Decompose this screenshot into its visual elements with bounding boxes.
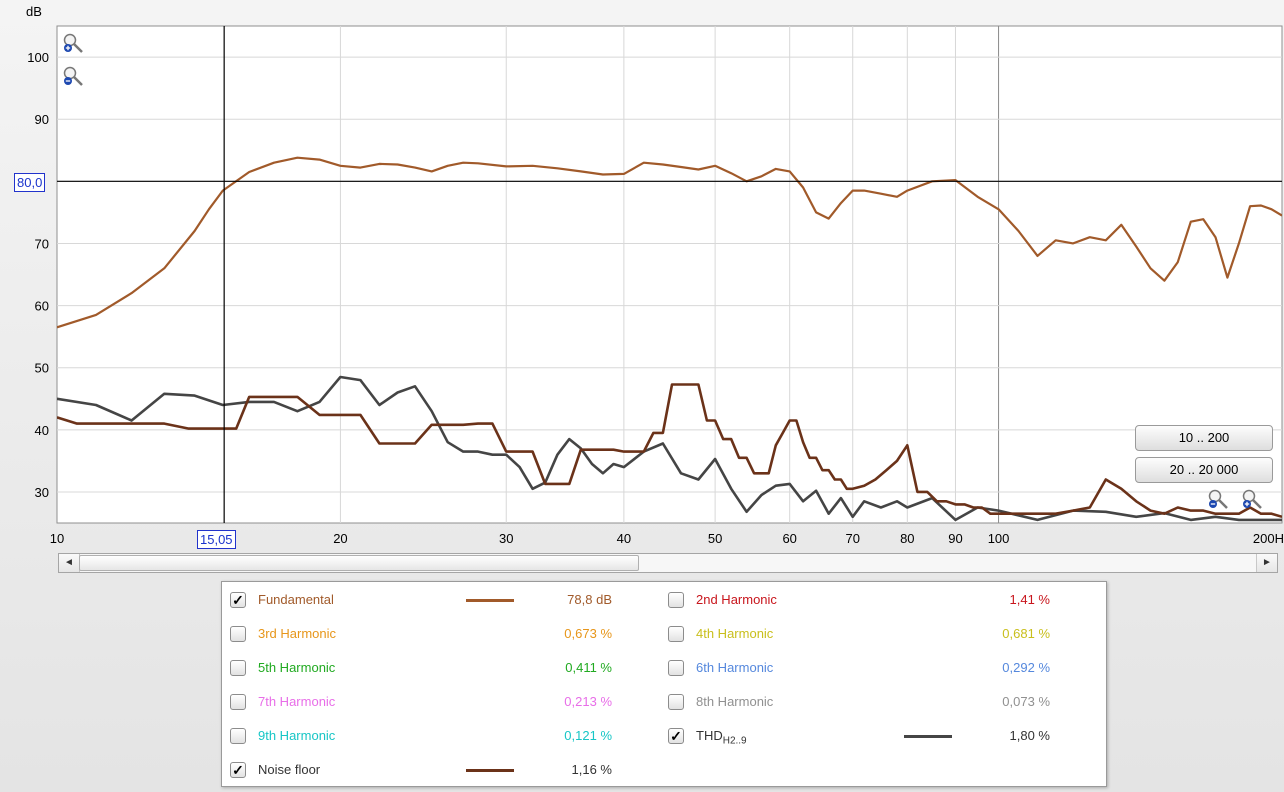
legend-value: 0,411 % [565,660,612,675]
legend-label: 7th Harmonic [258,694,336,709]
y-tick-label: 30 [35,485,49,500]
x-axis-ticks: 10 20 30 40 50 60 70 80 90 100 200H [50,531,1284,546]
y-tick-label: 50 [35,361,49,376]
y-axis-ticks: 30 40 50 60 70 90 100 [27,50,49,500]
x-tick-label: 60 [782,531,796,546]
checkbox-7th-harmonic[interactable] [230,694,246,710]
legend-label: Noise floor [258,762,321,777]
x-tick-label: 40 [617,531,631,546]
legend-label: 6th Harmonic [696,660,774,675]
legend-item-8th-harmonic[interactable]: 8th Harmonic 0,073 % [660,691,1080,713]
legend-value: 1,41 % [1009,592,1050,607]
thd-label-subscript: H2..9 [722,735,747,747]
plot-area[interactable] [56,25,1283,524]
grid-lines [57,26,1282,523]
zoom-in-icon[interactable] [62,33,84,55]
x-tick-label: 30 [499,531,513,546]
checkbox-5th-harmonic[interactable] [230,660,246,676]
legend-value: 0,073 % [1002,694,1050,709]
legend-value: 0,673 % [564,626,612,641]
checkbox-6th-harmonic[interactable] [668,660,684,676]
zoom-out-icon[interactable] [62,66,84,88]
y-tick-label: 40 [35,423,49,438]
x-tick-label: 90 [948,531,962,546]
y-tick-label: 60 [35,299,49,314]
range-button-10-200[interactable]: 10 .. 200 [1135,425,1273,451]
checkbox-9th-harmonic[interactable] [230,728,246,744]
checkbox-fundamental[interactable]: ✓ [230,592,246,608]
x-tick-label: 100 [988,531,1010,546]
series-line-noise-floor [57,383,1282,519]
legend-label: 9th Harmonic [258,728,336,743]
legend-value: 78,8 dB [567,592,612,607]
series-line-fundamental [57,156,1282,329]
checkbox-2nd-harmonic[interactable] [668,592,684,608]
checkbox-3rd-harmonic[interactable] [230,626,246,642]
checkbox-thd[interactable]: ✓ [668,728,684,744]
legend-value: 0,292 % [1002,660,1050,675]
legend-label: 5th Harmonic [258,660,336,675]
legend-swatch [466,599,514,602]
legend-item-fundamental[interactable]: ✓ Fundamental 78,8 dB [222,589,642,611]
x-tick-label: 10 [50,531,64,546]
legend-item-4th-harmonic[interactable]: 4th Harmonic 0,681 % [660,623,1080,645]
legend-value: 0,121 % [564,728,612,743]
y-tick-label: 100 [27,50,49,65]
x-tick-label: 50 [708,531,722,546]
legend-item-9th-harmonic[interactable]: 9th Harmonic 0,121 % [222,725,642,747]
legend-item-6th-harmonic[interactable]: 6th Harmonic 0,292 % [660,657,1080,679]
series-layer [57,156,1282,522]
legend-item-2nd-harmonic[interactable]: 2nd Harmonic 1,41 % [660,589,1080,611]
thd-label-text: THD [696,728,723,743]
zoom-out-icon[interactable] [1207,489,1229,511]
x-tick-label: 70 [845,531,859,546]
legend-item-thd[interactable]: ✓ THDH2..9 1,80 % [660,725,1080,747]
horizontal-scrollbar[interactable]: ◄ ► [58,553,1278,573]
scroll-right-icon[interactable]: ► [1256,554,1277,572]
legend-label: THDH2..9 [696,728,747,747]
legend-item-noise-floor[interactable]: ✓ Noise floor 1,16 % [222,759,642,781]
cursor-lines [57,26,1282,523]
legend-item-5th-harmonic[interactable]: 5th Harmonic 0,411 % [222,657,642,679]
harmonic-distortion-chart[interactable]: dB 10 20 30 40 50 60 70 80 90 100 200H 30 40 50 60 70 9… [0,0,1284,552]
x-tick-label: 20 [333,531,347,546]
legend-label: 3rd Harmonic [258,626,337,641]
checkbox-noise-floor[interactable]: ✓ [230,762,246,778]
legend-swatch [466,769,514,772]
checkbox-8th-harmonic[interactable] [668,694,684,710]
legend-item-3rd-harmonic[interactable]: 3rd Harmonic 0,673 % [222,623,642,645]
legend-value: 1,16 % [571,762,612,777]
legend-value: 0,681 % [1002,626,1050,641]
legend-label: 8th Harmonic [696,694,774,709]
legend-label: 2nd Harmonic [696,592,777,607]
x-tick-label: 200H [1253,531,1284,546]
legend-panel: ✓ Fundamental 78,8 dB 2nd Harmonic 1,41 … [221,581,1107,787]
scroll-left-icon[interactable]: ◄ [59,554,80,572]
legend-item-7th-harmonic[interactable]: 7th Harmonic 0,213 % [222,691,642,713]
legend-label: Fundamental [258,592,334,607]
zoom-in-icon[interactable] [1241,489,1263,511]
y-axis-label: dB [26,4,42,19]
range-button-20-20000[interactable]: 20 .. 20 000 [1135,457,1273,483]
legend-value: 1,80 % [1009,728,1050,743]
cursor-x-readout[interactable]: 15,05 [197,530,236,549]
checkbox-4th-harmonic[interactable] [668,626,684,642]
cursor-y-readout[interactable]: 80,0 [14,173,46,192]
scrollbar-thumb[interactable] [79,555,639,571]
legend-label: 4th Harmonic [696,626,774,641]
series-line-thd-h2-9 [57,375,1282,522]
legend-swatch [904,735,952,738]
x-tick-label: 80 [900,531,914,546]
legend-value: 0,213 % [564,694,612,709]
y-tick-label: 70 [35,236,49,251]
y-tick-label: 90 [35,112,49,127]
